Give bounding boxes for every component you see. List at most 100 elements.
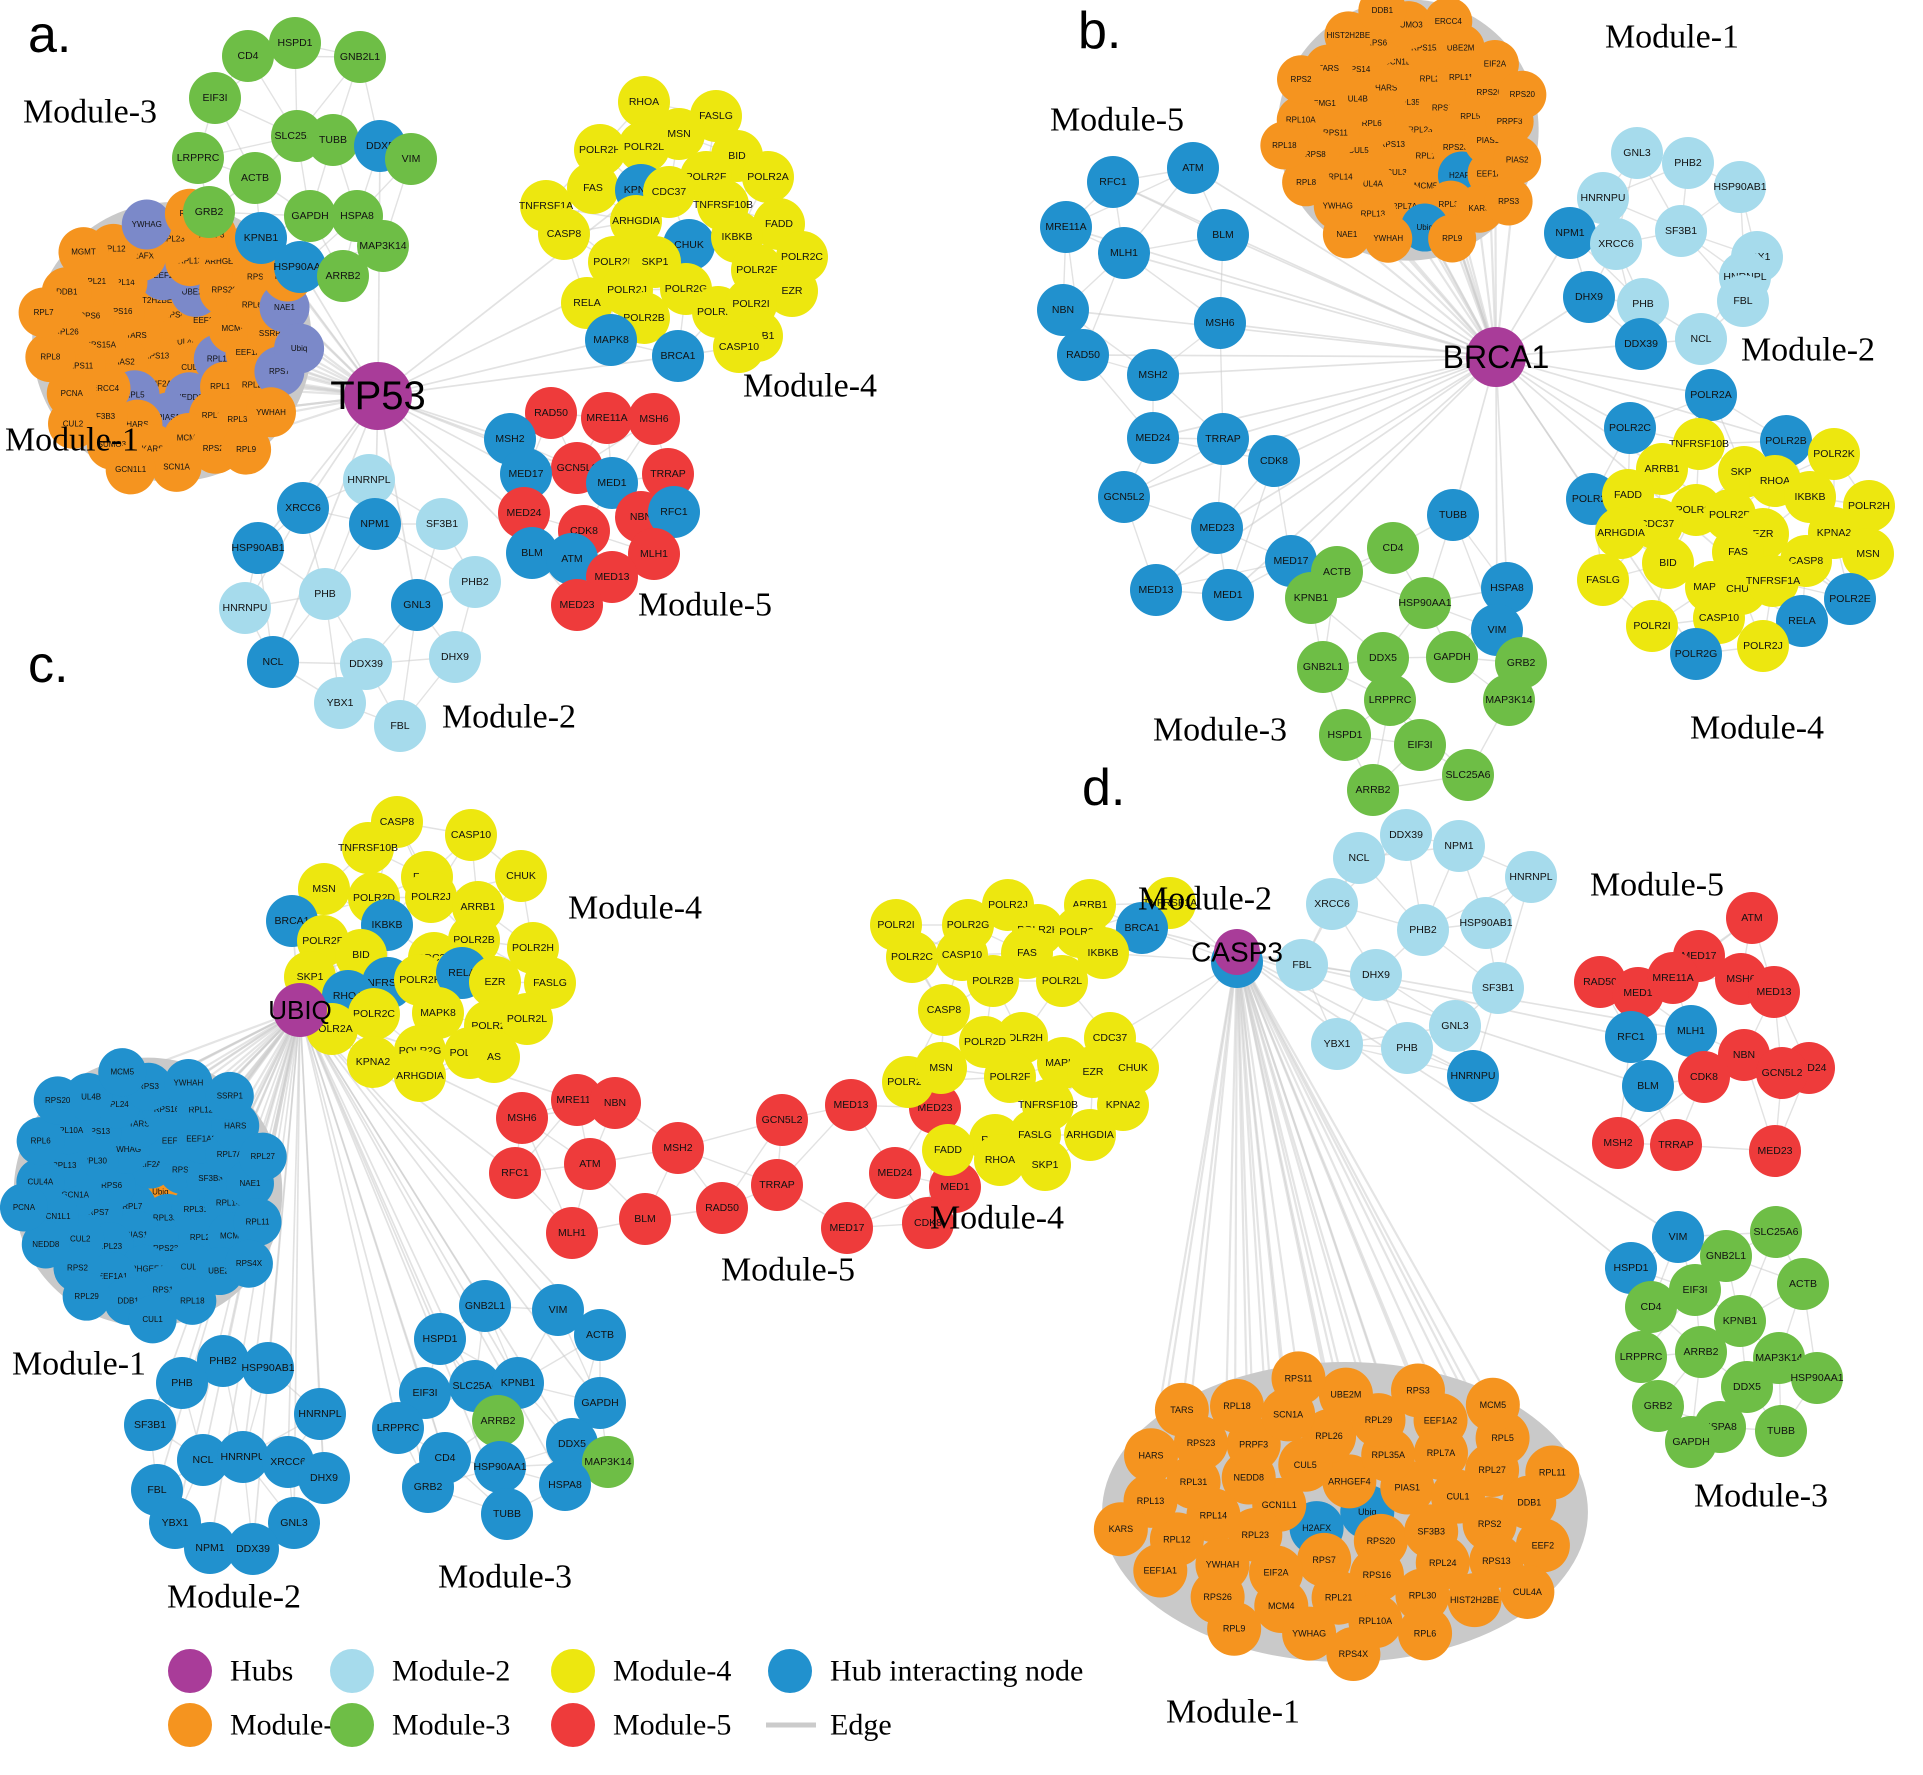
node-POLR2C[interactable] bbox=[886, 931, 938, 983]
node-GAPDH[interactable] bbox=[284, 190, 336, 242]
node-FAS[interactable] bbox=[567, 162, 619, 214]
node-DDX39[interactable] bbox=[1615, 318, 1667, 370]
node-FADD[interactable] bbox=[922, 1124, 974, 1176]
node-MGMT[interactable] bbox=[58, 227, 109, 278]
node-RFC1[interactable] bbox=[1087, 156, 1139, 208]
node-HNRNPL[interactable] bbox=[294, 1388, 346, 1440]
node-GCN5L2[interactable] bbox=[1756, 1047, 1808, 1099]
node-RHOA[interactable] bbox=[618, 76, 670, 128]
node-BID[interactable] bbox=[1642, 537, 1694, 589]
node-TNFRSF10B[interactable] bbox=[1673, 418, 1725, 470]
node-SSRP1[interactable] bbox=[205, 1071, 254, 1120]
node-RAD50[interactable] bbox=[696, 1182, 748, 1234]
node-TUBB[interactable] bbox=[307, 114, 359, 166]
node-DHX9[interactable] bbox=[429, 631, 481, 683]
node-EIF3I[interactable] bbox=[399, 1367, 451, 1419]
node-HSPD1[interactable] bbox=[1605, 1242, 1657, 1294]
node-TUBB[interactable] bbox=[1755, 1405, 1807, 1457]
node-MED24[interactable] bbox=[869, 1147, 921, 1199]
node-MAPK8[interactable] bbox=[585, 314, 637, 366]
node-SF3B1[interactable] bbox=[1655, 205, 1707, 257]
node-POLR2B[interactable] bbox=[1760, 415, 1812, 467]
node-YWHAH[interactable] bbox=[245, 387, 296, 438]
node-ARRB2[interactable] bbox=[472, 1395, 524, 1447]
node-EZR[interactable] bbox=[1067, 1046, 1119, 1098]
node-HSPD1[interactable] bbox=[269, 17, 321, 69]
node-NCL[interactable] bbox=[177, 1434, 229, 1486]
node-MSN[interactable] bbox=[298, 863, 350, 915]
node-KPNB1[interactable] bbox=[1714, 1295, 1766, 1347]
node-BLM[interactable] bbox=[1197, 209, 1249, 261]
node-YBX1[interactable] bbox=[314, 677, 366, 729]
node-EIF3I[interactable] bbox=[1394, 719, 1446, 771]
node-ACTB[interactable] bbox=[1777, 1258, 1829, 1310]
node-NPM1[interactable] bbox=[1544, 207, 1596, 259]
node-POLR2I[interactable] bbox=[1626, 600, 1678, 652]
node-MED13[interactable] bbox=[1748, 966, 1800, 1018]
node-RFC1[interactable] bbox=[489, 1147, 541, 1199]
node-CUL1[interactable] bbox=[128, 1295, 177, 1344]
node-MRE11A[interactable] bbox=[1647, 952, 1699, 1004]
node-MSH6[interactable] bbox=[496, 1092, 548, 1144]
node-NCL[interactable] bbox=[247, 636, 299, 688]
node-CASP8[interactable] bbox=[918, 984, 970, 1036]
node-GAPDH[interactable] bbox=[1665, 1416, 1717, 1468]
node-NBN[interactable] bbox=[589, 1077, 641, 1129]
node-RPL11[interactable] bbox=[1525, 1445, 1580, 1500]
node-POLR2J[interactable] bbox=[1737, 620, 1789, 672]
node-GNB2L1[interactable] bbox=[1700, 1230, 1752, 1282]
node-PHB2[interactable] bbox=[197, 1335, 249, 1387]
node-HNRNPU[interactable] bbox=[1447, 1050, 1499, 1102]
node-ARHGEF4[interactable] bbox=[1322, 1454, 1377, 1509]
node-RAD50[interactable] bbox=[525, 387, 577, 439]
node-MLH1[interactable] bbox=[1098, 227, 1150, 279]
node-MAP3K14[interactable] bbox=[1483, 674, 1535, 726]
node-ERCC4[interactable] bbox=[1424, 0, 1473, 46]
node-MED24[interactable] bbox=[1127, 412, 1179, 464]
node-PHB[interactable] bbox=[299, 568, 351, 620]
node-KPNA2[interactable] bbox=[347, 1036, 399, 1088]
node-RPL6[interactable] bbox=[16, 1117, 65, 1166]
node-DHX9[interactable] bbox=[298, 1452, 350, 1504]
node-SF3B1[interactable] bbox=[124, 1399, 176, 1451]
node-TARS[interactable] bbox=[1154, 1382, 1209, 1437]
node-POLR2A[interactable] bbox=[1685, 369, 1737, 421]
node-CHUK[interactable] bbox=[495, 850, 547, 902]
node-HSPA8[interactable] bbox=[539, 1459, 591, 1511]
node-NPM1[interactable] bbox=[1433, 820, 1485, 872]
node-RPL11[interactable] bbox=[233, 1198, 282, 1247]
node-LRPPRC[interactable] bbox=[372, 1402, 424, 1454]
node-POLR2F[interactable] bbox=[984, 1051, 1036, 1103]
node-KPNB1[interactable] bbox=[235, 212, 287, 264]
node-MED24[interactable] bbox=[498, 487, 550, 539]
node-NPM1[interactable] bbox=[349, 498, 401, 550]
node-POLR2G[interactable] bbox=[1670, 628, 1722, 680]
node-XRCC6[interactable] bbox=[1590, 218, 1642, 270]
node-GNB2L1[interactable] bbox=[459, 1280, 511, 1332]
node-POLR2H[interactable] bbox=[1843, 480, 1895, 532]
node-RELA[interactable] bbox=[561, 277, 613, 329]
node-HSP90AA1[interactable] bbox=[1399, 577, 1451, 629]
node-RPL9[interactable] bbox=[1207, 1601, 1262, 1656]
node-TRRAP[interactable] bbox=[1197, 413, 1249, 465]
node-HNRNPU[interactable] bbox=[219, 582, 271, 634]
node-FBL[interactable] bbox=[1276, 939, 1328, 991]
node-GNL3[interactable] bbox=[391, 579, 443, 631]
node-DDX39[interactable] bbox=[340, 638, 392, 690]
node-PHB2[interactable] bbox=[1662, 137, 1714, 189]
node-HSP90AA1[interactable] bbox=[1791, 1352, 1843, 1404]
node-MED13[interactable] bbox=[1130, 564, 1182, 616]
hub-UBIQ[interactable] bbox=[273, 983, 327, 1037]
node-NCL[interactable] bbox=[1333, 832, 1385, 884]
node-HSP90AA1[interactable] bbox=[474, 1441, 526, 1493]
node-RPL7[interactable] bbox=[18, 287, 69, 338]
node-GAPDH[interactable] bbox=[574, 1377, 626, 1429]
node-ACTB[interactable] bbox=[574, 1309, 626, 1361]
node-MED13[interactable] bbox=[825, 1079, 877, 1131]
node-ATM[interactable] bbox=[546, 533, 598, 585]
node-MSH2[interactable] bbox=[652, 1122, 704, 1174]
node-ARHGDIA[interactable] bbox=[1595, 507, 1647, 559]
node-MLH1[interactable] bbox=[628, 528, 680, 580]
node-PCNA[interactable] bbox=[0, 1183, 48, 1232]
node-EIF3I[interactable] bbox=[189, 72, 241, 124]
